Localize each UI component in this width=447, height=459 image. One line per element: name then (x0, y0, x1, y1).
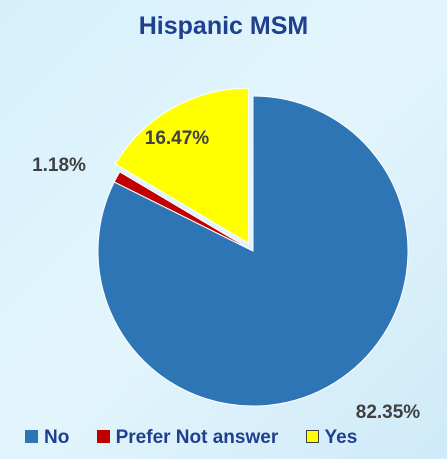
legend-swatch-yes (305, 430, 319, 443)
legend-swatch-no (25, 430, 38, 443)
legend-item-no: No (25, 427, 69, 449)
legend: No Prefer Not answer Yes (25, 427, 379, 449)
data-label-prefer-not-answer: 1.18% (32, 155, 86, 176)
pie-labels: 82.35% 1.18% 16.47% (32, 128, 420, 423)
data-label-yes: 16.47% (145, 128, 210, 149)
chart-title: Hispanic MSM (138, 12, 309, 40)
data-label-no: 82.35% (356, 402, 421, 423)
pie-slice-no (97, 95, 409, 407)
pie-slice-prefer-not-answer (113, 171, 254, 252)
pie-slices (97, 87, 409, 407)
legend-item-prefer-not-answer: Prefer Not answer (96, 427, 279, 449)
pie-slice-yes (114, 87, 250, 245)
legend-label-yes: Yes (324, 427, 358, 448)
legend-swatch-prefer-not-answer (96, 430, 110, 443)
legend-label-prefer-not-answer: Prefer Not answer (115, 427, 279, 448)
legend-label-no: No (44, 427, 70, 448)
legend-item-yes: Yes (305, 427, 358, 449)
